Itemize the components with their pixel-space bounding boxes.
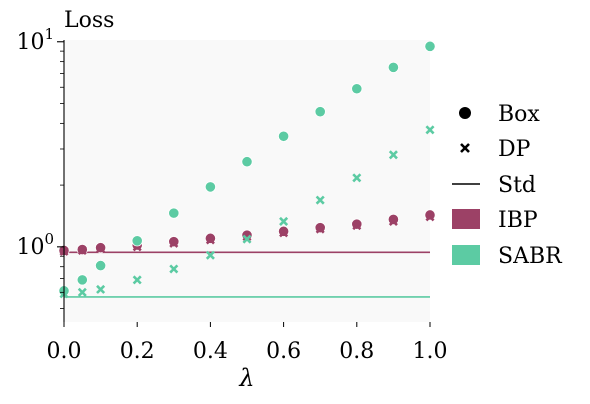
plot-background <box>64 40 430 322</box>
point-sabr-box <box>314 106 326 118</box>
legend-label: SABR <box>498 244 563 269</box>
legend-item-sabr: SABR <box>452 244 563 269</box>
point-sabr-dp <box>132 275 142 285</box>
cross-stroke <box>315 224 325 234</box>
cross-stroke <box>279 228 289 238</box>
point-sabr-dp <box>279 216 289 226</box>
point-ibp-dp <box>77 245 87 255</box>
cross-stroke <box>388 216 398 226</box>
point-sabr-box <box>204 181 216 193</box>
point-sabr-dp <box>315 195 325 205</box>
point-sabr-box <box>241 156 253 168</box>
cross-stroke <box>315 195 325 205</box>
x-axis-label: λ <box>238 364 254 392</box>
point-sabr-dp <box>388 150 398 160</box>
cross-stroke <box>77 287 87 297</box>
y-tick-base: 10 <box>16 235 44 260</box>
data-markers <box>58 40 436 299</box>
y-tick-exponent: 1 <box>44 25 54 43</box>
point-sabr-box <box>131 235 143 247</box>
point-sabr-dp <box>205 250 215 260</box>
x-tick-label: 0.0 <box>47 339 82 364</box>
std-lines <box>64 251 430 298</box>
point-sabr-box <box>277 130 290 142</box>
x-tick-label: 0.4 <box>193 339 228 364</box>
cross-stroke <box>169 264 179 274</box>
cross-stroke <box>205 250 215 260</box>
point-ibp-dp <box>96 244 106 254</box>
point-sabr-dp <box>77 287 87 297</box>
point-sabr-dp <box>352 173 362 183</box>
cross-stroke <box>132 275 142 285</box>
legend-dot-marker <box>459 107 471 119</box>
y-tick-label: 100 <box>16 230 54 260</box>
cross-stroke <box>352 173 362 183</box>
legend-item-std: Std <box>452 173 536 198</box>
cross-stroke <box>77 245 87 255</box>
legend-color-patch <box>452 209 480 229</box>
cross-stroke <box>425 212 435 222</box>
cross-stroke <box>242 232 252 242</box>
legend-item-ibp: IBP <box>452 208 538 233</box>
point-ibp-dp <box>205 235 215 245</box>
point-ibp-dp <box>242 232 252 242</box>
chart-title: Loss <box>64 8 114 33</box>
legend-cross-marker <box>460 143 470 153</box>
point-sabr-box <box>351 83 363 95</box>
point-sabr-box <box>95 260 107 272</box>
point-sabr-box <box>424 40 436 52</box>
legend-item-box: Box <box>459 102 540 127</box>
point-sabr-box <box>168 207 180 219</box>
x-axis-ticks: 0.0 0.2 0.4 0.6 0.8 1.0 <box>47 322 448 364</box>
point-ibp-dp <box>169 238 179 248</box>
cross-stroke <box>96 284 106 294</box>
cross-stroke <box>388 150 398 160</box>
x-tick-label: 1.0 <box>413 339 448 364</box>
legend-item-dp: DP <box>460 137 531 162</box>
legend-color-patch <box>452 245 480 265</box>
point-ibp-box <box>387 213 399 226</box>
point-sabr-box <box>387 61 399 73</box>
point-sabr-dp <box>242 234 252 244</box>
legend-label: Box <box>498 102 540 127</box>
cross-stroke <box>279 216 289 226</box>
x-tick-label: 0.8 <box>339 339 374 364</box>
y-tick-exponent: 0 <box>44 230 54 248</box>
legend-label: DP <box>498 137 531 162</box>
point-ibp-dp <box>388 216 398 226</box>
legend-label: IBP <box>498 208 538 233</box>
point-ibp-box <box>424 209 436 221</box>
point-sabr-dp <box>425 125 435 135</box>
legend-label: Std <box>498 173 536 198</box>
cross-stroke <box>460 143 470 153</box>
point-sabr-dp <box>169 264 179 274</box>
cross-stroke <box>352 221 362 231</box>
y-tick-label: 101 <box>16 25 54 55</box>
point-ibp-dp <box>352 221 362 231</box>
point-sabr-box <box>76 274 88 286</box>
cross-stroke <box>205 235 215 245</box>
x-tick-label: 0.6 <box>266 339 301 364</box>
cross-stroke <box>242 234 252 244</box>
legend: Box DP Std IBP SABR <box>452 102 563 269</box>
point-ibp-dp <box>279 228 289 238</box>
cross-stroke <box>169 238 179 248</box>
point-sabr-dp <box>96 284 106 294</box>
point-ibp-dp <box>315 224 325 234</box>
cross-stroke <box>96 244 106 254</box>
point-ibp-dp <box>425 212 435 222</box>
y-tick-base: 10 <box>16 30 44 55</box>
cross-stroke <box>425 125 435 135</box>
x-tick-label: 0.2 <box>120 339 155 364</box>
